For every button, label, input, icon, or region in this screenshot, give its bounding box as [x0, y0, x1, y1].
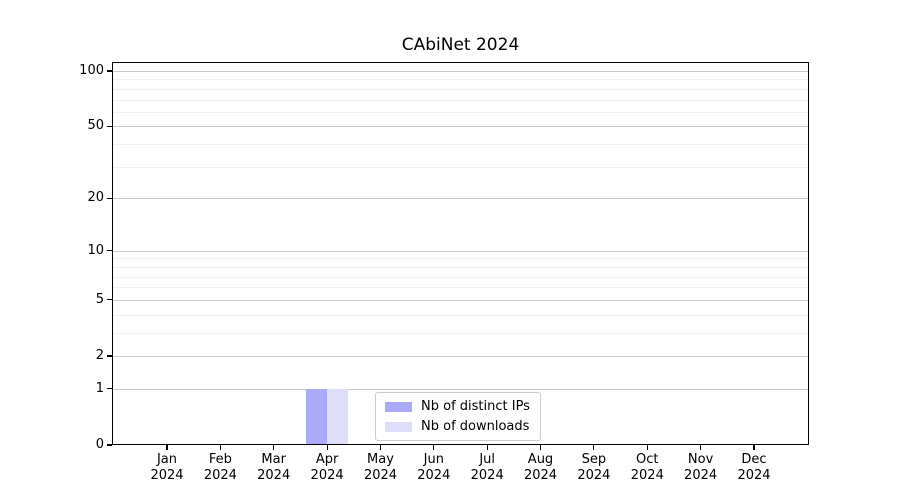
- gridline-minor: [112, 79, 809, 81]
- gridline-major: [112, 388, 809, 390]
- x-tick-label-month: Dec: [741, 452, 767, 467]
- gridline-major: [112, 126, 809, 128]
- gridline-minor: [112, 266, 809, 268]
- y-tick: [107, 388, 112, 390]
- x-tick: [433, 445, 435, 450]
- gridline-major: [112, 356, 809, 357]
- y-tick-label: 100: [79, 63, 104, 78]
- x-tick: [646, 445, 648, 450]
- x-tick-label-year: 2024: [310, 468, 344, 483]
- x-tick: [593, 445, 595, 450]
- y-tick: [107, 250, 112, 252]
- legend-item-downloads: Nb of downloads: [385, 419, 530, 434]
- x-tick-label: Sep 2024: [564, 452, 624, 484]
- x-tick: [539, 445, 542, 450]
- x-tick: [700, 445, 702, 450]
- x-tick-label-month: Nov: [687, 452, 714, 467]
- y-tick-label: 10: [87, 242, 104, 258]
- chart-title: CAbiNet 2024: [401, 35, 520, 55]
- x-tick-label: Oct 2024: [617, 452, 677, 484]
- gridline-minor: [112, 166, 809, 168]
- y-tick: [107, 70, 112, 72]
- x-tick: [219, 445, 221, 450]
- x-tick-label-year: 2024: [684, 468, 718, 483]
- x-tick-label-month: May: [367, 452, 394, 467]
- x-tick: [273, 445, 275, 450]
- x-tick-label-month: Sep: [581, 452, 607, 467]
- legend-label-downloads: Nb of downloads: [421, 419, 530, 434]
- gridline-minor: [112, 332, 809, 334]
- x-tick-label-month: Jun: [423, 452, 444, 467]
- x-tick-label-month: Feb: [208, 452, 232, 467]
- x-tick-label: Dec 2024: [724, 452, 784, 484]
- x-tick-label: Jan 2024: [137, 452, 197, 484]
- gridline-major: [112, 250, 809, 252]
- y-tick-label: 50: [87, 118, 104, 134]
- legend: Nb of distinct IPs Nb of downloads: [375, 392, 541, 441]
- gridline-major: [112, 299, 809, 301]
- y-tick-label: 0: [95, 437, 104, 452]
- x-tick-label-year: 2024: [363, 468, 398, 483]
- x-tick-label-year: 2024: [470, 468, 504, 483]
- x-tick-label-month: Jan: [156, 452, 178, 467]
- x-tick-label-year: 2024: [150, 468, 184, 483]
- x-tick: [379, 445, 382, 450]
- y-tick: [107, 355, 112, 357]
- y-tick: [107, 197, 112, 199]
- y-tick-label: 1: [95, 380, 104, 396]
- x-tick-label-year: 2024: [257, 468, 291, 483]
- x-tick-label-year: 2024: [737, 468, 771, 483]
- y-tick: [107, 444, 112, 446]
- bar-distinct_ips-apr: [305, 388, 327, 445]
- gridline-minor: [112, 287, 809, 289]
- x-tick: [753, 445, 755, 450]
- x-tick-label: Nov 2024: [671, 452, 731, 484]
- x-tick: [486, 445, 488, 450]
- x-tick-label: Aug 2024: [511, 452, 571, 484]
- x-tick-label-month: Apr: [315, 452, 339, 467]
- gridline-minor: [112, 258, 809, 260]
- x-tick-label-year: 2024: [577, 468, 611, 483]
- gridline-minor: [112, 276, 809, 278]
- gridline-minor: [112, 99, 809, 101]
- x-tick-label-month: Mar: [261, 452, 286, 467]
- x-tick-label: May 2024: [351, 452, 411, 484]
- x-tick-label: Jun 2024: [404, 452, 464, 484]
- legend-item-distinct-ips: Nb of distinct IPs: [385, 399, 530, 414]
- x-tick: [166, 445, 168, 450]
- gridline-minor: [112, 111, 809, 113]
- x-tick-label: Feb 2024: [190, 452, 250, 484]
- x-tick-label: Jul 2024: [457, 452, 517, 484]
- x-tick: [326, 445, 328, 450]
- bar-downloads-apr: [327, 388, 349, 445]
- x-tick-label-month: Jul: [479, 452, 496, 467]
- x-tick-label-year: 2024: [417, 468, 451, 483]
- y-tick: [107, 125, 112, 127]
- y-tick-label: 20: [87, 190, 104, 206]
- axes-spines: [112, 62, 809, 445]
- legend-swatch-distinct-ips-icon: [385, 401, 412, 412]
- x-tick-label: Apr 2024: [297, 452, 357, 484]
- gridline-minor: [112, 144, 809, 146]
- x-tick-label-year: 2024: [203, 468, 237, 483]
- x-tick-label-month: Aug: [527, 452, 554, 467]
- x-tick-label-year: 2024: [630, 468, 664, 483]
- y-tick-label: 2: [95, 348, 104, 363]
- x-tick-label: Mar 2024: [244, 452, 304, 484]
- plot-area: Nb of distinct IPs Nb of downloads: [112, 62, 809, 445]
- legend-label-distinct-ips: Nb of distinct IPs: [421, 399, 530, 414]
- gridline-major: [112, 198, 809, 200]
- x-tick-label-year: 2024: [523, 468, 558, 483]
- gridline-minor: [112, 314, 809, 316]
- y-tick: [107, 299, 112, 301]
- gridline-major: [112, 71, 809, 72]
- x-tick-label-month: Oct: [636, 452, 659, 467]
- legend-swatch-downloads-icon: [385, 421, 412, 432]
- gridline-minor: [112, 88, 809, 90]
- y-tick-label: 5: [95, 291, 104, 307]
